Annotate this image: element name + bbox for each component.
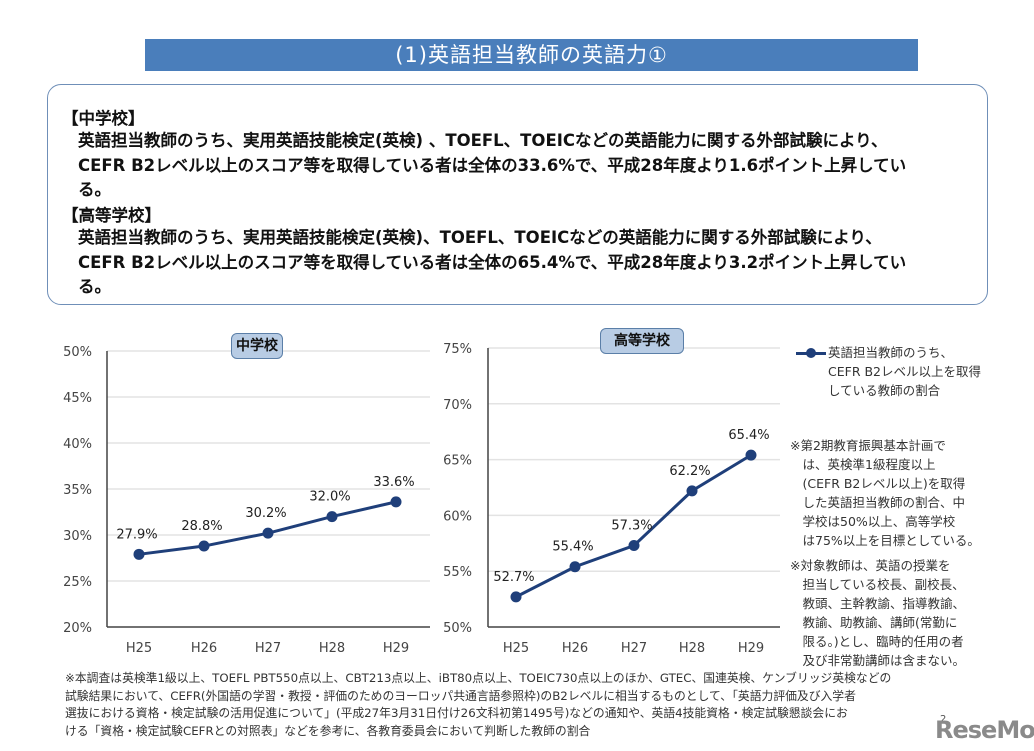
footnote-line: ける「資格・検定試験CEFRとの対照表」などを参考に、各教育委員会において判断し…: [65, 723, 591, 738]
data-point: [628, 540, 640, 552]
data-label: 62.2%: [669, 464, 710, 479]
data-label: 33.6%: [373, 475, 414, 490]
data-point: [510, 591, 522, 603]
survey-footnote: ※本調査は英検準1級以上、TOEFL PBT550点以上、CBT213点以上、i…: [65, 670, 965, 740]
x-tick-label: H27: [255, 641, 281, 656]
data-point: [326, 511, 338, 523]
x-tick-label: H27: [621, 641, 647, 656]
y-tick-label: 50%: [443, 621, 472, 636]
legend-line-marker-icon: [796, 348, 826, 358]
y-tick-label: 40%: [63, 437, 92, 452]
y-tick-label: 45%: [63, 391, 92, 406]
note-line: (CEFR B2レベル以上)を取得: [790, 476, 966, 491]
note-line: ※第2期教育振興基本計画で: [790, 438, 946, 453]
data-label: 30.2%: [245, 506, 286, 521]
footnote-line: ※本調査は英検準1級以上、TOEFL PBT550点以上、CBT213点以上、i…: [65, 671, 892, 685]
chart-title-junior-high: 中学校: [231, 333, 283, 359]
note-line: 教頭、主幹教諭、指導教諭、: [790, 596, 966, 611]
page-title: (1)英語担当教師の英語力①: [145, 39, 918, 71]
x-tick-label: H29: [738, 641, 764, 656]
note-line: 及び非常勤講師は含まない。: [790, 653, 966, 668]
data-point: [133, 548, 145, 560]
y-tick-label: 75%: [443, 342, 472, 357]
y-tick-label: 55%: [443, 565, 472, 580]
teacher-note: ※対象教師は、英語の授業を 担当している校長、副校長、 教頭、主幹教諭、指導教諭…: [790, 556, 1005, 670]
data-label: 27.9%: [116, 527, 157, 542]
summary-line: る。: [78, 180, 111, 199]
x-tick-label: H26: [191, 641, 217, 656]
data-label: 65.4%: [728, 428, 769, 443]
y-tick-label: 50%: [63, 345, 92, 360]
y-tick-label: 70%: [443, 398, 472, 413]
data-point: [390, 496, 402, 508]
data-point: [262, 527, 274, 539]
y-tick-label: 30%: [63, 529, 92, 544]
junior-high-summary: 英語担当教師のうち、実用英語技能検定(英検) 、TOEFL、TOEICなどの英語…: [78, 129, 978, 203]
y-tick-label: 20%: [63, 621, 92, 636]
data-point: [686, 485, 698, 497]
x-tick-label: H28: [319, 641, 345, 656]
legend-line: 英語担当教師のうち、: [828, 345, 954, 360]
resemom-logo: ReseMom: [935, 716, 1034, 744]
data-point: [745, 449, 757, 461]
note-line: 限る。)とし、臨時的任用の者: [790, 634, 964, 649]
summary-line: る。: [78, 277, 111, 296]
target-note: ※第2期教育振興基本計画で は、英検準1級程度以上 (CEFR B2レベル以上)…: [790, 436, 1005, 550]
note-line: 学校は50%以上、高等学校: [790, 514, 956, 529]
note-line: した英語担当教師の割合、中: [790, 495, 966, 510]
data-point: [569, 561, 581, 573]
data-label: 32.0%: [309, 490, 350, 505]
legend-line: している教師の割合: [828, 383, 941, 398]
x-tick-label: H25: [126, 641, 152, 656]
footnote-line: 選抜における資格・検定試験の活用促進について」(平成27年3月31日付け26文科…: [65, 706, 848, 720]
y-tick-label: 60%: [443, 509, 472, 524]
footnote-line: 試験結果において、CEFR(外国語の学習・教授・評価のためのヨーロッパ共通言語参…: [65, 688, 856, 703]
summary-box: 【中学校】 英語担当教師のうち、実用英語技能検定(英検) 、TOEFL、TOEI…: [47, 84, 988, 305]
y-tick-label: 35%: [63, 483, 92, 498]
note-line: は75%以上を目標としている。: [790, 533, 980, 548]
data-label: 57.3%: [611, 519, 652, 534]
y-tick-label: 65%: [443, 454, 472, 469]
summary-line: 英語担当教師のうち、実用英語技能検定(英検) 、TOEFL、TOEICなどの英語…: [78, 131, 888, 150]
y-tick-label: 25%: [63, 575, 92, 590]
summary-line: CEFR B2レベル以上のスコア等を取得している者は全体の65.4%で、平成28…: [78, 252, 907, 272]
note-line: 担当している校長、副校長、: [790, 577, 965, 592]
data-label: 52.7%: [493, 570, 534, 585]
data-label: 55.4%: [552, 540, 593, 555]
x-tick-label: H26: [562, 641, 588, 656]
x-tick-label: H29: [383, 641, 409, 656]
legend-text: 英語担当教師のうち、 CEFR B2レベル以上を取得 している教師の割合: [828, 343, 988, 400]
high-school-summary: 英語担当教師のうち、実用英語技能検定(英検)、TOEFL、TOEICなどの英語能…: [78, 226, 978, 300]
note-line: ※対象教師は、英語の授業を: [790, 558, 951, 573]
x-tick-label: H25: [503, 641, 529, 656]
data-label: 28.8%: [181, 519, 222, 534]
summary-line: CEFR B2レベル以上のスコア等を取得している者は全体の33.6%で、平成28…: [78, 155, 907, 175]
legend-line: CEFR B2レベル以上を取得: [828, 364, 982, 379]
data-point: [198, 540, 210, 552]
junior-high-heading: 【中学校】: [62, 109, 145, 128]
high-school-heading: 【高等学校】: [62, 206, 161, 225]
note-line: 教諭、助教諭、講師(常勤に: [790, 615, 958, 630]
summary-line: 英語担当教師のうち、実用英語技能検定(英検)、TOEFL、TOEICなどの英語能…: [78, 228, 882, 247]
x-tick-label: H28: [679, 641, 705, 656]
chart-title-high-school: 高等学校: [600, 328, 684, 354]
note-line: は、英検準1級程度以上: [790, 457, 936, 472]
page-number: 2: [940, 714, 947, 725]
